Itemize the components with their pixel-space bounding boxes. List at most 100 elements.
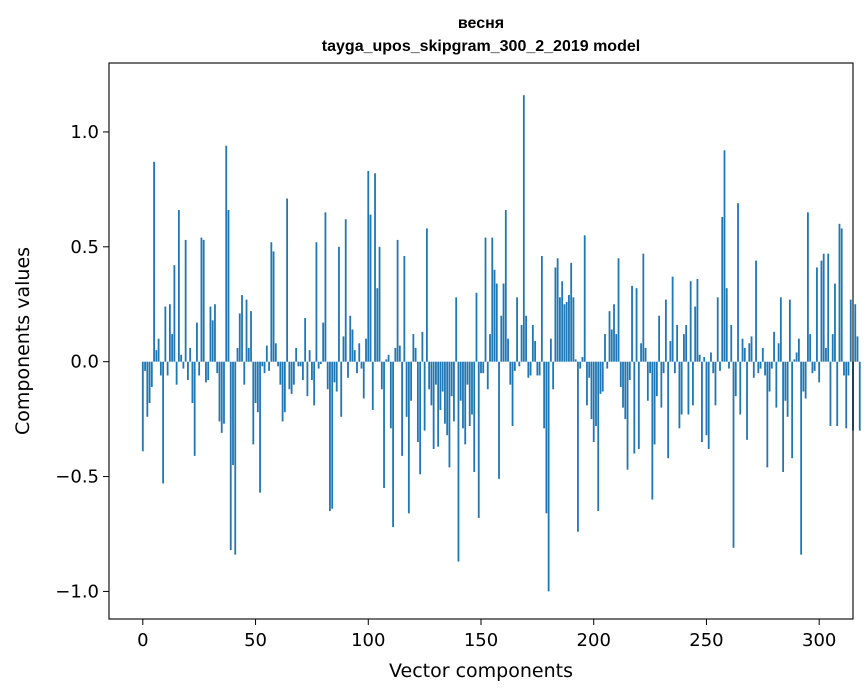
- bar: [836, 361, 839, 427]
- bar: [714, 361, 717, 406]
- bar: [683, 334, 685, 362]
- bar: [588, 361, 591, 378]
- bar: [725, 288, 728, 362]
- bar: [795, 352, 798, 362]
- bar: [662, 361, 665, 374]
- bar: [428, 361, 431, 390]
- bar: [225, 145, 228, 362]
- bar: [800, 361, 803, 555]
- bar: [570, 262, 573, 362]
- bar: [592, 361, 595, 443]
- bar: [441, 361, 444, 392]
- bar: [356, 361, 358, 374]
- bar: [166, 361, 169, 376]
- bar: [432, 361, 435, 449]
- bar: [577, 361, 579, 532]
- bar: [259, 361, 261, 493]
- bar: [775, 361, 778, 408]
- bar: [200, 237, 203, 362]
- bar: [723, 150, 726, 362]
- bar: [378, 246, 381, 362]
- bar: [746, 361, 748, 440]
- bar: [752, 361, 755, 378]
- bar: [457, 361, 460, 562]
- bar: [367, 170, 370, 362]
- bar: [324, 212, 327, 362]
- bar: [858, 361, 861, 431]
- bar: [484, 237, 487, 362]
- bar: [383, 361, 385, 489]
- bar: [495, 283, 498, 362]
- bar: [525, 315, 527, 362]
- bar: [692, 361, 694, 406]
- bar: [743, 347, 746, 362]
- bar: [171, 334, 174, 362]
- bar: [369, 214, 372, 362]
- bar: [157, 338, 160, 362]
- bar: [522, 95, 525, 362]
- x-tick-label: 200: [577, 630, 611, 651]
- bar: [624, 361, 627, 420]
- bar: [144, 361, 146, 371]
- chart-title-line-1: весня: [458, 15, 504, 32]
- bar: [468, 361, 471, 427]
- bar: [586, 361, 588, 406]
- bar: [750, 336, 753, 362]
- bar: [680, 361, 683, 415]
- bar: [513, 361, 516, 371]
- bar: [655, 361, 658, 397]
- bar: [187, 361, 189, 381]
- bar: [333, 361, 336, 383]
- bar: [193, 361, 196, 456]
- bar: [241, 295, 243, 362]
- bar: [286, 198, 289, 362]
- bar: [423, 361, 426, 431]
- bar: [741, 338, 744, 362]
- bar: [220, 361, 223, 433]
- bar: [365, 338, 367, 362]
- bar: [504, 210, 507, 362]
- bar: [322, 322, 325, 362]
- bar: [141, 361, 144, 452]
- bar: [462, 361, 464, 429]
- bar: [448, 361, 451, 468]
- bar: [229, 361, 232, 551]
- x-tick-label: 50: [244, 630, 267, 651]
- bar: [667, 361, 670, 459]
- bar: [791, 361, 794, 459]
- bar: [601, 361, 604, 392]
- bar: [301, 361, 304, 381]
- bar: [331, 361, 334, 509]
- y-tick-label: 1.0: [70, 122, 99, 143]
- bar: [353, 350, 356, 362]
- bar: [473, 361, 476, 472]
- bar: [148, 361, 151, 404]
- bar: [660, 361, 663, 408]
- bar: [486, 361, 489, 390]
- bar: [698, 354, 701, 362]
- y-tick-label: −0.5: [55, 467, 99, 488]
- bar: [265, 345, 268, 362]
- bar: [385, 359, 388, 362]
- bar: [822, 253, 825, 362]
- bar: [732, 361, 735, 548]
- bar: [162, 361, 165, 484]
- bar: [628, 361, 631, 381]
- bar: [825, 347, 827, 362]
- chart-title-line-2: tayga_upos_skipgram_300_2_2019 model: [322, 38, 640, 55]
- bar: [196, 322, 198, 362]
- bar: [554, 267, 557, 362]
- plot-frame: [108, 62, 854, 620]
- bar: [444, 361, 446, 424]
- bar: [243, 361, 246, 385]
- bar: [649, 361, 651, 374]
- bar: [540, 255, 543, 362]
- bar: [380, 361, 383, 390]
- bar: [721, 216, 724, 362]
- bar: [671, 276, 674, 362]
- bar: [338, 246, 340, 362]
- bar: [281, 361, 284, 422]
- bar: [653, 361, 656, 445]
- bar: [642, 253, 645, 362]
- bar: [410, 361, 413, 401]
